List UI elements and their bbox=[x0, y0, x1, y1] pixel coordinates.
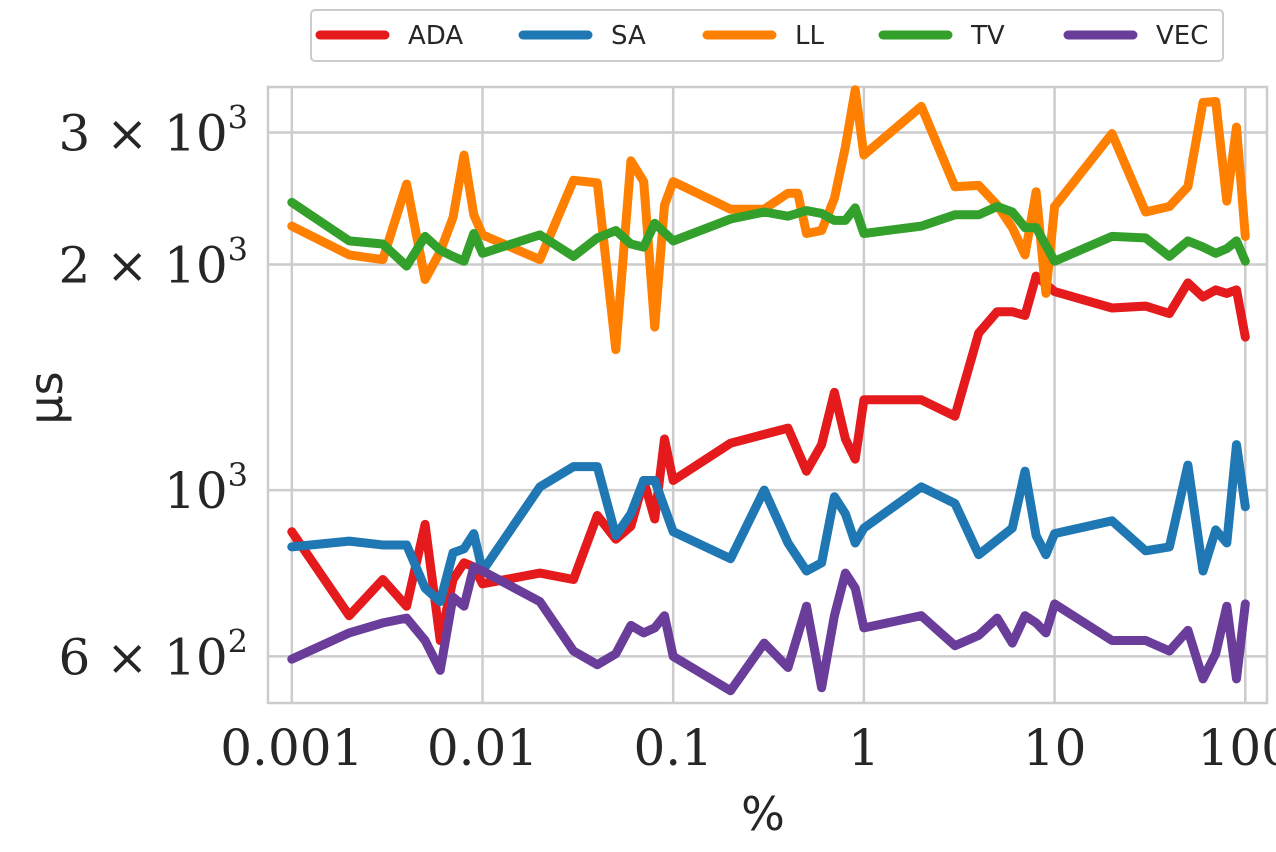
legend-label-ada: ADA bbox=[408, 21, 463, 51]
y-tick-base: 10 bbox=[164, 628, 228, 686]
y-tick-mantissa: 2 × bbox=[59, 236, 165, 294]
y-axis-label: μs bbox=[19, 371, 73, 424]
x-tick-label: 100 bbox=[1198, 719, 1276, 777]
y-tick-exponent: 3 bbox=[228, 456, 248, 494]
legend-label-tv: TV bbox=[970, 21, 1005, 51]
y-tick-exponent: 3 bbox=[228, 98, 248, 136]
x-tick-label: 0.001 bbox=[220, 719, 363, 777]
x-tick-label: 0.01 bbox=[427, 719, 538, 777]
series-line-vec bbox=[287, 562, 1250, 696]
y-tick-label: 103 bbox=[164, 456, 248, 520]
y-tick-exponent: 2 bbox=[228, 622, 248, 660]
x-tick-labels: 0.001 0.01 0.1 1 10 100 bbox=[220, 719, 1276, 777]
series-line-sa bbox=[287, 440, 1250, 607]
x-tick-label: 1 bbox=[848, 719, 880, 777]
series-line-ll bbox=[287, 85, 1250, 355]
y-tick-mantissa: 3 × bbox=[59, 104, 165, 162]
y-tick-base: 10 bbox=[164, 462, 228, 520]
y-tick-exponent: 3 bbox=[228, 230, 248, 268]
legend-label-sa: SA bbox=[611, 21, 646, 51]
y-tick-label: 3 × 103 bbox=[59, 98, 248, 162]
series-line-ada bbox=[287, 271, 1250, 645]
series-lines bbox=[287, 85, 1250, 696]
legend-label-vec: VEC bbox=[1156, 21, 1208, 51]
x-axis-label: % bbox=[741, 787, 785, 841]
legend: ADA SA LL TV VEC bbox=[310, 9, 1224, 62]
series-line-tv bbox=[287, 197, 1250, 271]
y-tick-label: 6 × 102 bbox=[59, 622, 248, 686]
legend-label-ll: LL bbox=[795, 21, 824, 51]
y-tick-base: 10 bbox=[164, 236, 228, 294]
plot-frame bbox=[266, 85, 1269, 705]
x-tick-label: 0.1 bbox=[633, 719, 713, 777]
y-tick-base: 10 bbox=[164, 104, 228, 162]
x-tick-label: 10 bbox=[1023, 719, 1087, 777]
y-tick-mantissa: 6 × bbox=[59, 628, 165, 686]
y-tick-label: 2 × 103 bbox=[59, 230, 248, 294]
